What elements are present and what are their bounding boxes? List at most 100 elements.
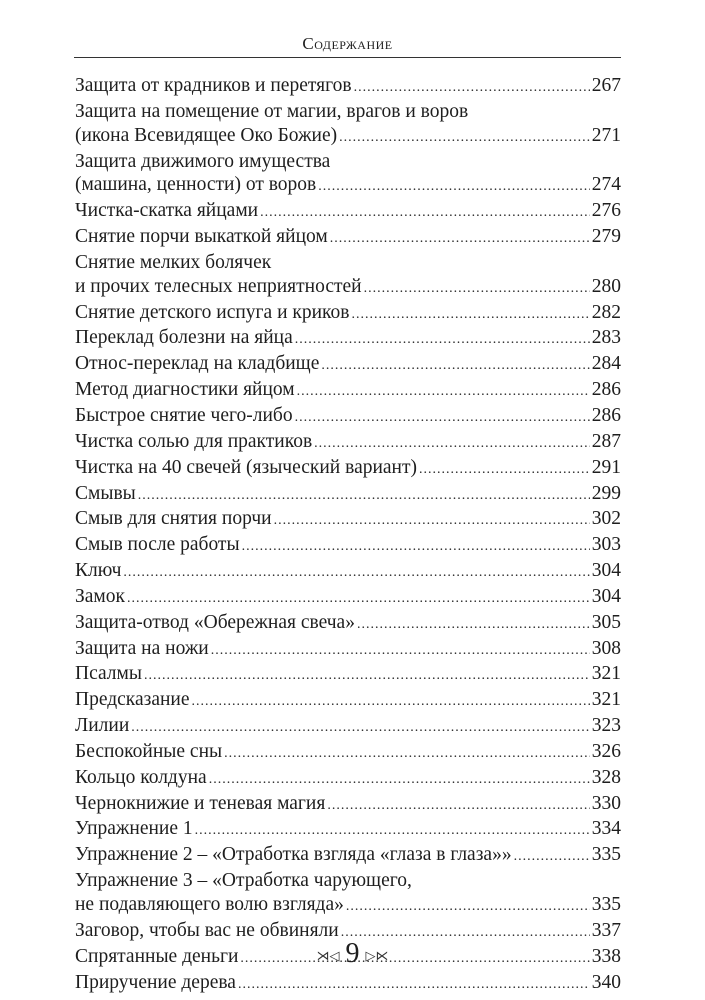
toc-entry-line: Смыв для снятия порчи 302 — [75, 507, 621, 533]
toc-entry-title: Кольцо колдуна — [75, 766, 207, 788]
toc-page-number: 326 — [591, 740, 621, 762]
toc-entry-title: Беспокойные сны — [75, 740, 223, 762]
toc-entry-line: (икона Всевидящее Око Божие) 271 — [75, 124, 621, 150]
toc-entry-line: Относ-переклад на кладбище 284 — [75, 352, 621, 378]
toc-entry-line: Защита движимого имущества — [75, 150, 621, 174]
toc-entry[interactable]: Лилии 323 — [75, 714, 621, 740]
toc-entry[interactable]: Спрятанные деньги 338 — [75, 945, 621, 971]
toc-entry-title: Псалмы — [75, 663, 142, 685]
toc-entry[interactable]: Смыв после работы 303 — [75, 533, 621, 559]
toc-entry-line: Псалмы 321 — [75, 662, 621, 688]
toc-page-number: 335 — [591, 894, 621, 915]
toc-entry-line: Защита на помещение от магии, врагов и в… — [75, 100, 621, 124]
toc-page-number: 328 — [591, 766, 621, 788]
running-header: Содержание — [302, 34, 393, 53]
toc-entry[interactable]: Псалмы 321 — [75, 662, 621, 688]
toc-entry-line: Замок 304 — [75, 585, 621, 611]
toc-entry-line: Переклад болезни на яйца 283 — [75, 326, 621, 352]
toc-entry[interactable]: Защита-отвод «Обережная свеча» 305 — [75, 611, 621, 637]
toc-entry[interactable]: Снятие мелких болячек и прочих телесных н… — [75, 251, 621, 301]
toc-entry[interactable]: Упражнение 3 – «Отработка чарующего, не п… — [75, 869, 621, 919]
dot-leader — [274, 509, 590, 533]
dot-leader — [211, 639, 590, 663]
toc-entry-title: Снятие порчи выкаткой яйцом — [75, 226, 328, 248]
toc-entry-line: Упражнение 1 334 — [75, 817, 621, 843]
toc-entry[interactable]: Упражнение 2 – «Отработка взгляда «глаза… — [75, 843, 621, 869]
toc-entry[interactable]: Защита на ножи 308 — [75, 637, 621, 663]
toc-entry[interactable]: Беспокойные сны 326 — [75, 740, 621, 766]
dot-leader — [123, 561, 589, 585]
toc-entry-title: Упражнение 3 – «Отработка чарующего, — [75, 870, 412, 892]
dot-leader — [295, 328, 590, 352]
toc-entry-title: Переклад болезни на яйца — [75, 327, 293, 349]
toc-entry[interactable]: Чистка на 40 свечей (языческий вариант) 2… — [75, 456, 621, 482]
dot-leader — [297, 380, 590, 404]
toc-entry[interactable]: Упражнение 1 334 — [75, 817, 621, 843]
toc-entry[interactable]: Чистка солью для практиков 287 — [75, 430, 621, 456]
dot-leader — [351, 303, 589, 327]
toc-entry[interactable]: Замок 304 — [75, 585, 621, 611]
toc-page-number: 334 — [591, 818, 621, 840]
toc-page-number: 280 — [591, 275, 621, 297]
toc-entry[interactable]: Чернокнижие и теневая магия 330 — [75, 792, 621, 818]
toc-entry[interactable]: Приручение дерева 340 — [75, 971, 621, 997]
toc-page-number: 304 — [591, 585, 621, 607]
toc-entry[interactable]: Относ-переклад на кладбище 284 — [75, 352, 621, 378]
toc-entry[interactable]: Защита от крадников и перетягов 267 — [75, 74, 621, 100]
toc-page-number: 321 — [591, 663, 621, 685]
dot-leader — [321, 354, 589, 378]
toc-entry-line: Приручение дерева 340 — [75, 971, 621, 997]
toc-entry[interactable]: Заговор, чтобы вас не обвиняли 337 — [75, 919, 621, 945]
toc-entry-title: Снятие детского испуга и криков — [75, 301, 350, 323]
toc-entry-title: Чистка на 40 свечей (языческий вариант) — [75, 456, 418, 478]
toc-entry-title: Предсказание — [75, 689, 190, 711]
toc-entry-line: Упражнение 3 – «Отработка чарующего, — [75, 869, 621, 893]
toc-entry[interactable]: Метод диагностики яйцом 286 — [75, 378, 621, 404]
toc-entry[interactable]: Чистка-скатка яйцами 276 — [75, 199, 621, 225]
toc-entry[interactable]: Ключ 304 — [75, 559, 621, 585]
toc-entry-title: Защита от крадников и перетягов — [75, 75, 352, 96]
dot-leader — [330, 227, 590, 251]
dot-leader — [238, 973, 590, 997]
toc-entry[interactable]: Защита движимого имущества (машина, ценно… — [75, 150, 621, 200]
toc-entry[interactable]: Защита на помещение от магии, врагов и в… — [75, 100, 621, 150]
toc-entry[interactable]: Предсказание 321 — [75, 688, 621, 714]
toc-entry[interactable]: Снятие детского испуга и криков 282 — [75, 301, 621, 327]
toc-entry-title: Смыв после работы — [75, 534, 240, 556]
toc-entry[interactable]: Смыв для снятия порчи 302 — [75, 507, 621, 533]
toc-entry[interactable]: Кольцо колдуна 328 — [75, 766, 621, 792]
toc-entry[interactable]: Снятие порчи выкаткой яйцом 279 — [75, 225, 621, 251]
toc-entry-title: Защита движимого имущества — [75, 150, 331, 172]
toc-entry-line: Кольцо колдуна 328 — [75, 766, 621, 792]
toc-entry-title: Замок — [75, 585, 125, 607]
toc-page-number: 321 — [591, 689, 621, 711]
toc-entry-title: Приручение дерева — [75, 971, 236, 993]
toc-entry-line: Метод диагностики яйцом 286 — [75, 378, 621, 404]
toc-page-number: 330 — [591, 792, 621, 814]
toc-page-number: 276 — [591, 200, 621, 222]
toc-entry[interactable]: Быстрое снятие чего-либо 286 — [75, 404, 621, 430]
dot-leader — [327, 794, 589, 818]
toc-entry-title: Быстрое снятие чего-либо — [75, 404, 293, 426]
toc-page-number: 337 — [591, 919, 621, 941]
toc-entry-line: Чистка на 40 свечей (языческий вариант) 2… — [75, 456, 621, 482]
toc-entry-title: Защита на помещение от магии, врагов и в… — [75, 100, 469, 122]
toc-entry-line: Упражнение 2 – «Отработка взгляда «глаза… — [75, 843, 621, 869]
dot-leader — [364, 277, 590, 301]
toc-entry-title: (машина, ценности) от воров — [75, 174, 317, 196]
toc-page-number: 335 — [591, 844, 621, 866]
left-ornament-icon: ⋊◁ — [316, 947, 340, 963]
toc-entry[interactable]: Переклад болезни на яйца 283 — [75, 326, 621, 352]
table-of-contents: Защита от крадников и перетягов267Защита… — [75, 74, 621, 996]
page-number: 9 — [345, 938, 360, 969]
toc-entry-line: (машина, ценности) от воров 274 — [75, 173, 621, 199]
dot-leader — [260, 201, 590, 225]
dot-leader — [314, 432, 590, 456]
dot-leader — [354, 76, 590, 100]
toc-entry[interactable]: Смывы 299 — [75, 482, 621, 508]
dot-leader — [318, 175, 590, 199]
dot-leader — [224, 742, 590, 766]
toc-page-number: 284 — [591, 353, 621, 375]
toc-entry-line: Спрятанные деньги 338 — [75, 945, 621, 971]
toc-page-number: 338 — [591, 945, 621, 967]
